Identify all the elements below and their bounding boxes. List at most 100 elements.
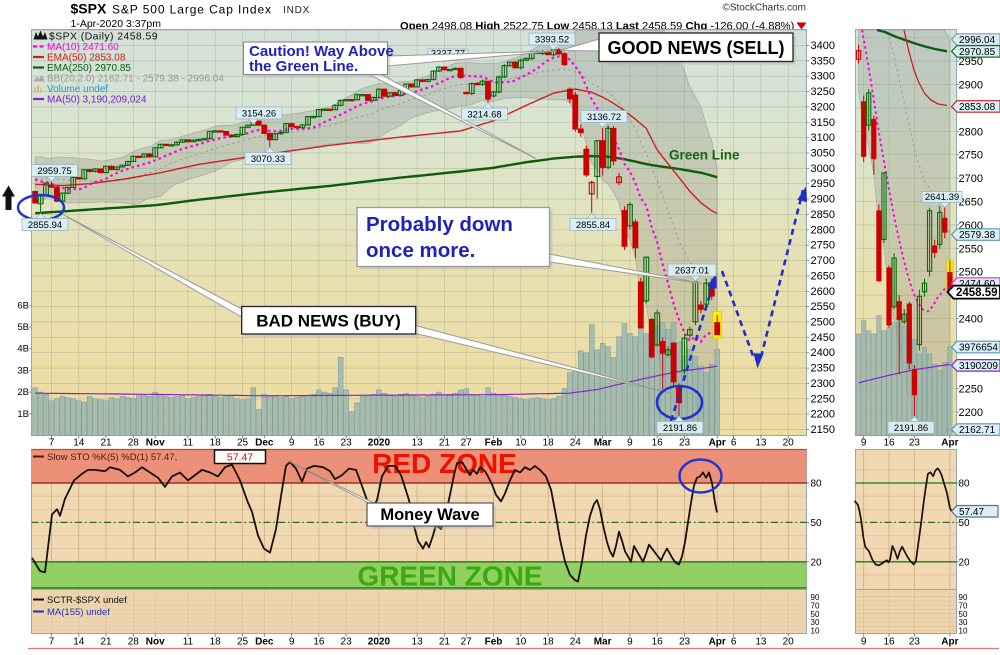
svg-text:2450: 2450 <box>811 332 835 344</box>
svg-text:20: 20 <box>959 557 971 568</box>
svg-text:9: 9 <box>289 438 295 449</box>
svg-text:2B: 2B <box>17 387 29 398</box>
svg-text:Apr: Apr <box>941 438 958 449</box>
svg-text:Nov: Nov <box>146 637 165 648</box>
svg-text:21: 21 <box>100 637 112 648</box>
svg-text:BB(20,2.0) 2162.71 - 2579.38 -: BB(20,2.0) 2162.71 - 2579.38 - 2996.04 <box>47 74 224 85</box>
svg-text:23: 23 <box>341 637 353 648</box>
svg-text:6: 6 <box>731 438 737 449</box>
svg-text:2650: 2650 <box>959 197 983 209</box>
svg-text:50: 50 <box>959 610 968 619</box>
svg-text:Apr: Apr <box>709 438 726 449</box>
svg-text:2200: 2200 <box>811 409 835 421</box>
svg-text:2162.71: 2162.71 <box>959 425 996 436</box>
svg-text:23: 23 <box>679 637 691 648</box>
svg-text:20: 20 <box>783 438 795 449</box>
svg-text:Apr: Apr <box>709 637 726 648</box>
svg-text:30: 30 <box>811 618 820 627</box>
svg-text:28: 28 <box>128 637 140 648</box>
svg-text:2020: 2020 <box>368 438 391 449</box>
svg-text:RED ZONE: RED ZONE <box>372 448 517 479</box>
svg-text:21: 21 <box>439 438 451 449</box>
svg-text:57.47: 57.47 <box>227 452 253 464</box>
svg-text:3393.52: 3393.52 <box>535 35 569 46</box>
svg-text:Slow STO %K(5) %D(1) 57.47,: Slow STO %K(5) %D(1) 57.47, <box>47 452 177 463</box>
svg-text:21: 21 <box>439 637 451 648</box>
svg-text:3136.72: 3136.72 <box>587 112 621 123</box>
svg-text:9: 9 <box>861 637 867 648</box>
svg-text:3300: 3300 <box>811 71 835 83</box>
svg-text:70: 70 <box>959 601 968 610</box>
svg-text:2300: 2300 <box>811 378 835 390</box>
svg-text:MA(50) 3,190,209,024: MA(50) 3,190,209,024 <box>47 95 147 106</box>
svg-text:Green Line: Green Line <box>669 148 740 163</box>
svg-text:2637.01: 2637.01 <box>675 266 709 277</box>
svg-text:16: 16 <box>313 438 325 449</box>
svg-text:9: 9 <box>289 637 295 648</box>
svg-text:3B: 3B <box>17 365 29 376</box>
svg-text:70: 70 <box>811 601 820 610</box>
svg-text:6: 6 <box>731 637 737 648</box>
svg-text:27: 27 <box>461 438 473 449</box>
svg-text:57.47: 57.47 <box>959 507 984 518</box>
svg-text:Apr: Apr <box>941 637 958 648</box>
svg-text:1-Apr-2020 3:37pm: 1-Apr-2020 3:37pm <box>71 18 162 30</box>
svg-text:2950: 2950 <box>959 56 983 68</box>
svg-text:50: 50 <box>811 518 823 529</box>
svg-text:11: 11 <box>183 438 194 449</box>
svg-text:2800: 2800 <box>959 126 983 138</box>
svg-text:18: 18 <box>543 637 555 648</box>
svg-text:2750: 2750 <box>811 240 835 252</box>
svg-text:2950: 2950 <box>811 178 835 190</box>
svg-text:2800: 2800 <box>811 224 835 236</box>
svg-text:2855.84: 2855.84 <box>576 220 610 231</box>
svg-text:13: 13 <box>755 637 767 648</box>
svg-text:10: 10 <box>811 627 820 636</box>
svg-text:2250: 2250 <box>811 393 835 405</box>
svg-text:2641.39: 2641.39 <box>925 192 959 203</box>
svg-text:2191.86: 2191.86 <box>663 423 697 434</box>
svg-text:3154.26: 3154.26 <box>242 109 276 120</box>
svg-text:23: 23 <box>909 637 921 648</box>
svg-text:2550: 2550 <box>811 301 835 313</box>
svg-text:Probably down: Probably down <box>366 213 513 236</box>
svg-text:2996.04: 2996.04 <box>959 35 996 46</box>
svg-text:18: 18 <box>210 637 222 648</box>
svg-text:2700: 2700 <box>959 173 983 185</box>
svg-text:EMA(250) 2970.85: EMA(250) 2970.85 <box>47 63 131 74</box>
svg-text:2500: 2500 <box>811 317 835 329</box>
svg-text:7: 7 <box>49 438 55 449</box>
svg-text:14: 14 <box>73 438 85 449</box>
svg-text:3100: 3100 <box>811 132 835 144</box>
svg-text:24: 24 <box>570 637 582 648</box>
svg-text:4B: 4B <box>17 344 29 355</box>
svg-text:2150: 2150 <box>811 424 835 436</box>
svg-text:3250: 3250 <box>811 86 835 98</box>
svg-text:7: 7 <box>49 637 55 648</box>
svg-text:Feb: Feb <box>485 438 503 449</box>
svg-text:2400: 2400 <box>811 347 835 359</box>
svg-text:$SPX: $SPX <box>71 1 107 17</box>
svg-text:13: 13 <box>412 637 424 648</box>
svg-text:Dec: Dec <box>255 438 274 449</box>
svg-text:23: 23 <box>341 438 353 449</box>
svg-text:2900: 2900 <box>959 80 983 92</box>
svg-text:2970.85: 2970.85 <box>959 47 996 58</box>
svg-text:90: 90 <box>959 593 968 602</box>
svg-text:30: 30 <box>959 618 968 627</box>
svg-text:3150: 3150 <box>811 117 835 129</box>
svg-text:2900: 2900 <box>811 194 835 206</box>
svg-text:Mar: Mar <box>594 637 612 648</box>
svg-text:2959.75: 2959.75 <box>37 166 71 177</box>
svg-text:3200: 3200 <box>811 101 835 113</box>
svg-text:16: 16 <box>883 637 895 648</box>
svg-text:80: 80 <box>959 479 971 490</box>
svg-text:2458.59: 2458.59 <box>956 287 998 299</box>
svg-text:3400: 3400 <box>811 40 835 52</box>
svg-text:2200: 2200 <box>959 407 983 419</box>
svg-text:EMA(50) 2853.08: EMA(50) 2853.08 <box>47 53 126 64</box>
svg-text:BAD NEWS (BUY): BAD NEWS (BUY) <box>256 312 401 331</box>
svg-text:13: 13 <box>412 438 424 449</box>
svg-text:2600: 2600 <box>811 286 835 298</box>
svg-text:GOOD NEWS (SELL): GOOD NEWS (SELL) <box>608 38 785 58</box>
